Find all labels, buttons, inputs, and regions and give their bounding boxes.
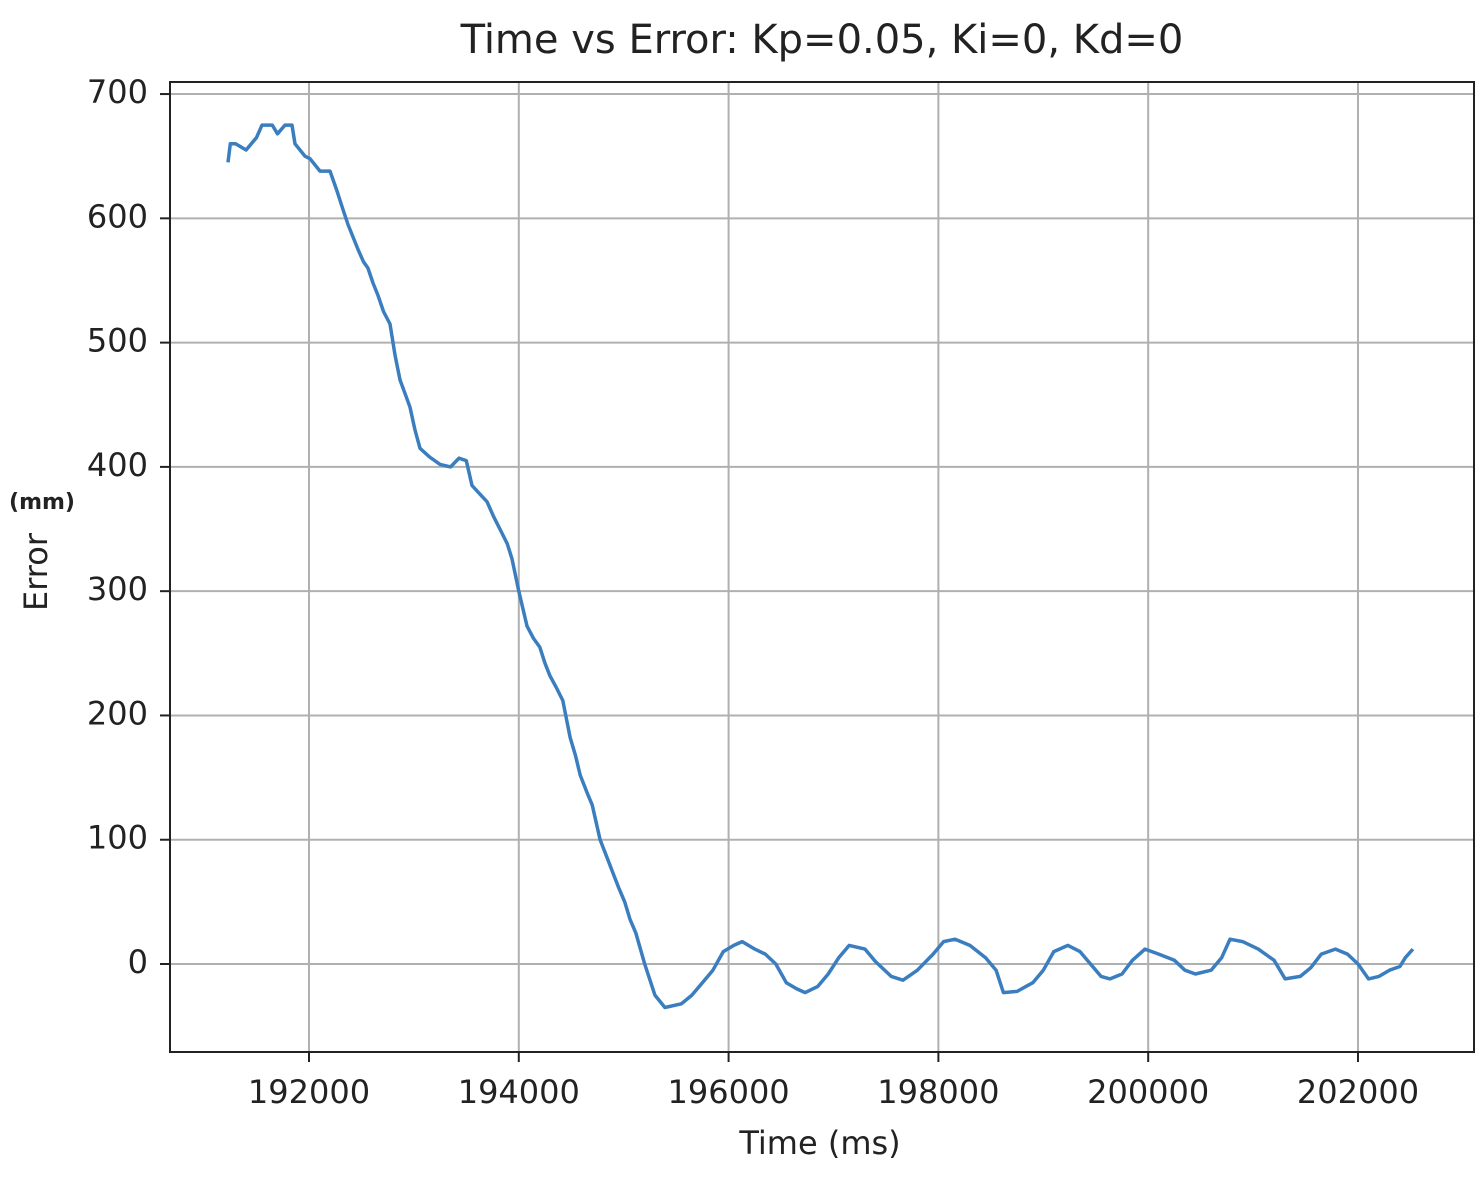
y-tick-label: 200 xyxy=(87,694,148,732)
chart-title: Time vs Error: Kp=0.05, Ki=0, Kd=0 xyxy=(460,17,1184,63)
x-tick-label: 200000 xyxy=(1087,1073,1209,1111)
x-tick-label: 198000 xyxy=(877,1073,999,1111)
x-tick-label: 192000 xyxy=(248,1073,370,1111)
y-tick-label: 400 xyxy=(87,446,148,484)
data-line xyxy=(226,123,1415,1010)
x-axis-label: Time (ms) xyxy=(738,1124,900,1162)
y-tick-label: 600 xyxy=(87,197,148,235)
y-axis-unit: (mm) xyxy=(9,490,75,515)
x-tick-label: 202000 xyxy=(1297,1073,1419,1111)
y-tick-label: 100 xyxy=(87,819,148,857)
y-tick-label: 700 xyxy=(87,73,148,111)
plot-frame xyxy=(169,81,1475,1053)
y-tick-label: 300 xyxy=(87,570,148,608)
y-tick-label: 0 xyxy=(128,943,148,981)
x-tick-label: 194000 xyxy=(458,1073,580,1111)
y-axis-label: Error xyxy=(17,532,55,611)
y-tick-label: 500 xyxy=(87,322,148,360)
x-tick-label: 196000 xyxy=(668,1073,790,1111)
